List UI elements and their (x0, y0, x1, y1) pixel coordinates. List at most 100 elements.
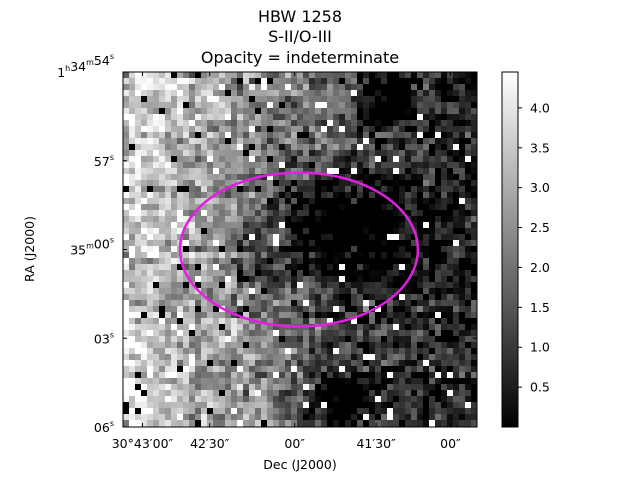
image-pixel (267, 126, 274, 133)
image-pixel (195, 84, 202, 91)
image-pixel (441, 354, 448, 361)
image-pixel (135, 270, 142, 277)
image-pixel (351, 306, 358, 313)
image-pixel (465, 138, 472, 145)
image-pixel (261, 216, 268, 223)
image-pixel (255, 300, 262, 307)
image-pixel (297, 108, 304, 115)
image-pixel (303, 72, 310, 79)
image-pixel (417, 240, 424, 247)
image-pixel (447, 96, 454, 103)
image-pixel (147, 324, 154, 331)
image-pixel (297, 384, 304, 391)
image-pixel (147, 72, 154, 79)
image-pixel (453, 420, 460, 427)
image-pixel (267, 354, 274, 361)
image-pixel (345, 366, 352, 373)
image-pixel (273, 330, 280, 337)
image-pixel (141, 198, 148, 205)
image-pixel (207, 126, 214, 133)
image-pixel (135, 150, 142, 157)
image-pixel (471, 78, 477, 85)
image-pixel (315, 342, 322, 349)
image-pixel (207, 72, 214, 79)
image-pixel (249, 420, 256, 427)
image-pixel (429, 84, 436, 91)
image-pixel (447, 204, 454, 211)
image-pixel (123, 294, 130, 301)
image-pixel (273, 276, 280, 283)
image-pixel (309, 354, 316, 361)
image-pixel (177, 390, 184, 397)
image-pixel (195, 294, 202, 301)
image-pixel (225, 306, 232, 313)
image-pixel (189, 120, 196, 127)
image-pixel (285, 72, 292, 79)
image-pixel (177, 96, 184, 103)
image-pixel (327, 78, 334, 85)
image-pixel (219, 162, 226, 169)
image-pixel (279, 240, 286, 247)
image-pixel (357, 222, 364, 229)
image-pixel (381, 330, 388, 337)
image-pixel (369, 300, 376, 307)
image-pixel (135, 336, 142, 343)
image-pixel (255, 72, 262, 79)
image-pixel (129, 306, 136, 313)
image-pixel (261, 330, 268, 337)
image-pixel (237, 162, 244, 169)
image-pixel (351, 420, 358, 427)
image-pixel (405, 180, 412, 187)
image-pixel (399, 330, 406, 337)
image-pixel (315, 120, 322, 127)
image-pixel (339, 192, 346, 199)
image-pixel (345, 120, 352, 127)
image-pixel (423, 192, 430, 199)
image-pixel (273, 402, 280, 409)
image-pixel (453, 246, 460, 253)
image-pixel (309, 186, 316, 193)
image-pixel (417, 300, 424, 307)
image-pixel (273, 252, 280, 259)
image-pixel (243, 180, 250, 187)
image-pixel (375, 240, 382, 247)
image-pixel (399, 300, 406, 307)
image-pixel (129, 150, 136, 157)
image-pixel (201, 282, 208, 289)
image-pixel (447, 156, 454, 163)
image-pixel (471, 300, 477, 307)
image-pixel (339, 96, 346, 103)
image-pixel (273, 282, 280, 289)
image-pixel (429, 414, 436, 421)
image-pixel (351, 198, 358, 205)
image-pixel (393, 282, 400, 289)
image-pixel (237, 354, 244, 361)
image-pixel (309, 168, 316, 175)
image-pixel (387, 252, 394, 259)
image-pixel (381, 408, 388, 415)
image-pixel (423, 126, 430, 133)
image-pixel (333, 210, 340, 217)
image-pixel (171, 156, 178, 163)
image-pixel (309, 384, 316, 391)
image-pixel (357, 402, 364, 409)
image-pixel (255, 264, 262, 271)
image-pixel (285, 78, 292, 85)
image-pixel (231, 252, 238, 259)
image-pixel (261, 102, 268, 109)
image-pixel (171, 222, 178, 229)
image-pixel (159, 372, 166, 379)
image-pixel (291, 306, 298, 313)
image-pixel (195, 372, 202, 379)
image-pixel (417, 222, 424, 229)
image-pixel (237, 90, 244, 97)
image-pixel (465, 216, 472, 223)
image-pixel (327, 144, 334, 151)
image-pixel (321, 294, 328, 301)
image-pixel (309, 336, 316, 343)
image-pixel (447, 264, 454, 271)
image-pixel (189, 90, 196, 97)
image-pixel (279, 180, 286, 187)
image-pixel (333, 120, 340, 127)
image-pixel (201, 72, 208, 79)
